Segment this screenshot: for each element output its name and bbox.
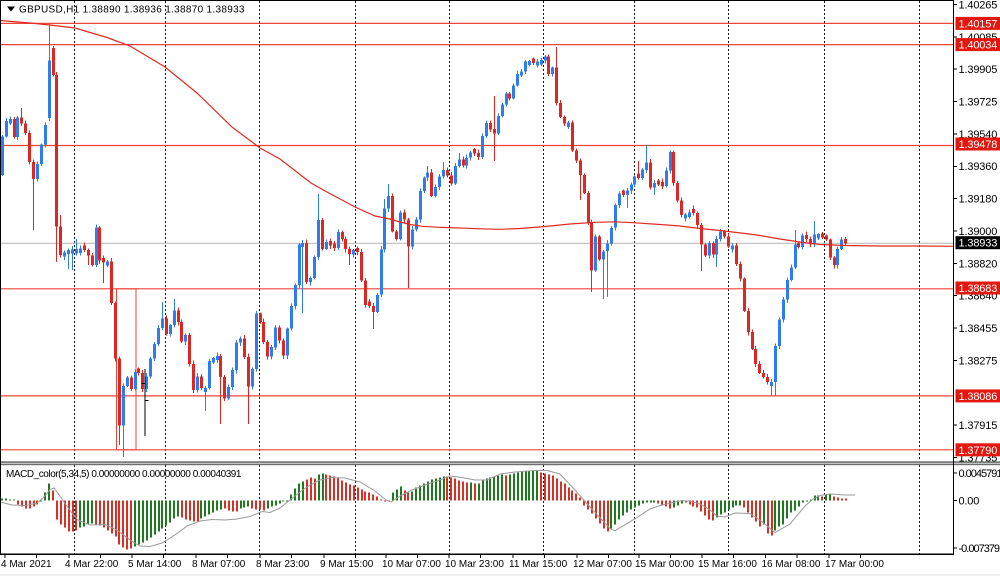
svg-text:1.38086: 1.38086	[959, 391, 998, 403]
svg-text:15 Mar 16:00: 15 Mar 16:00	[698, 559, 757, 570]
svg-text:1.39360: 1.39360	[959, 161, 998, 173]
svg-text:10 Mar 23:00: 10 Mar 23:00	[445, 559, 504, 570]
svg-text:-0.0073791: -0.0073791	[959, 543, 1000, 555]
svg-text:9 Mar 15:00: 9 Mar 15:00	[320, 559, 374, 570]
svg-text:1.38455: 1.38455	[959, 323, 998, 335]
svg-text:1.40265: 1.40265	[959, 0, 998, 12]
svg-text:17 Mar 00:00: 17 Mar 00:00	[825, 559, 884, 570]
svg-text:5 Mar 14:00: 5 Mar 14:00	[128, 559, 182, 570]
svg-text:1.39478: 1.39478	[959, 139, 998, 151]
svg-text:1.39905: 1.39905	[959, 64, 998, 76]
svg-text:11 Mar 15:00: 11 Mar 15:00	[509, 559, 568, 570]
svg-text:1.40034: 1.40034	[959, 40, 998, 52]
svg-text:1.37915: 1.37915	[959, 420, 998, 432]
svg-text:4 Mar 2021: 4 Mar 2021	[1, 559, 52, 570]
svg-text:1.40157: 1.40157	[959, 18, 998, 30]
svg-text:0.0045791: 0.0045791	[959, 468, 1000, 480]
svg-text:1.38275: 1.38275	[959, 355, 998, 367]
svg-text:1.38683: 1.38683	[959, 283, 998, 295]
svg-text:0.00: 0.00	[959, 495, 980, 507]
svg-text:MACD_color(5,34,5) 0.00000000: MACD_color(5,34,5) 0.00000000 0.00000000…	[6, 469, 242, 480]
svg-text:8 Mar 07:00: 8 Mar 07:00	[192, 559, 246, 570]
svg-text:1.39725: 1.39725	[959, 97, 998, 109]
svg-text:10 Mar 07:00: 10 Mar 07:00	[382, 559, 441, 570]
svg-text:GBPUSD,H1 1.38890 1.38936 1.38: GBPUSD,H1 1.38890 1.38936 1.38870 1.3893…	[19, 5, 245, 16]
svg-text:1.37790: 1.37790	[959, 445, 998, 457]
svg-text:16 Mar 08:00: 16 Mar 08:00	[762, 559, 821, 570]
svg-text:15 Mar 00:00: 15 Mar 00:00	[635, 559, 694, 570]
svg-text:1.38933: 1.38933	[959, 238, 998, 250]
svg-text:1.38820: 1.38820	[959, 258, 998, 270]
svg-text:8 Mar 23:00: 8 Mar 23:00	[256, 559, 310, 570]
svg-text:1.39180: 1.39180	[959, 194, 998, 206]
svg-text:12 Mar 07:00: 12 Mar 07:00	[573, 559, 632, 570]
svg-text:4 Mar 22:00: 4 Mar 22:00	[65, 559, 119, 570]
